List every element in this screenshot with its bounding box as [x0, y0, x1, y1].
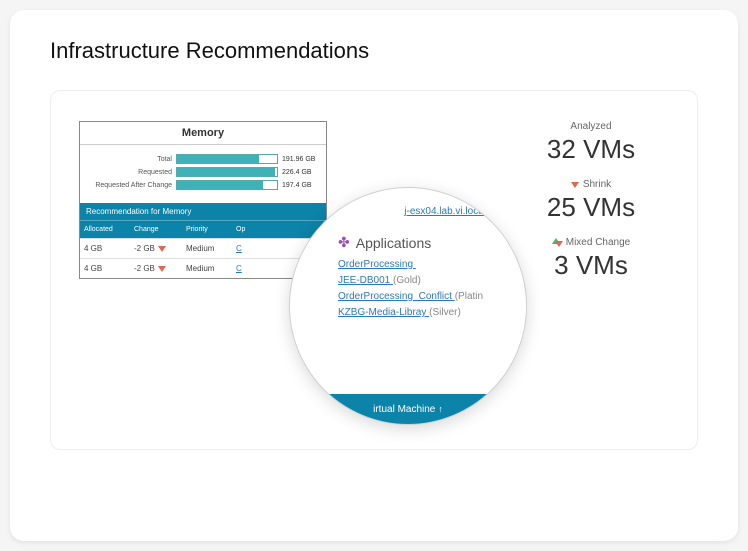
col-priority[interactable]: Priority [182, 224, 232, 235]
bar-label: Requested After Change [86, 182, 176, 189]
app-name: JEE-DB001 [338, 275, 390, 286]
app-tier: (Gold) [393, 275, 421, 286]
bar-track [176, 180, 278, 190]
applications-title: Applications [356, 235, 432, 251]
change-value: -2 GB [134, 264, 155, 273]
bar-fill [177, 155, 259, 163]
cell-priority: Medium [182, 259, 232, 278]
cell-change: -2 GB [130, 259, 182, 278]
memory-bars: Total 191.96 GB Requested 226.4 GB Reque… [80, 145, 326, 203]
table-row[interactable]: 4 GB -2 GB Medium C [80, 258, 326, 278]
app-name: OrderProcessing [338, 259, 413, 270]
shrink-icon [571, 182, 579, 188]
stat-label: Analyzed [521, 121, 661, 132]
table-band: Recommendation for Memory [80, 203, 326, 220]
stat-label-text: Shrink [583, 179, 611, 190]
col-change[interactable]: Change [130, 224, 182, 235]
applications-header: ✤ Applications [338, 234, 492, 251]
page-title: Infrastructure Recommendations [50, 38, 698, 64]
shrink-icon [158, 266, 166, 272]
app-link[interactable]: JEE-DB001 (Gold) [338, 275, 492, 286]
app-name: OrderProcessing_Conflict [338, 291, 452, 302]
stat-analyzed: Analyzed 32 VMs [521, 121, 661, 165]
stat-shrink: Shrink 25 VMs [521, 179, 661, 223]
bar-fill [177, 168, 275, 176]
stats-panel: Analyzed 32 VMs Shrink 25 VMs Mixed Chan… [521, 121, 661, 295]
bar-value: 226.4 GB [278, 169, 320, 176]
app-tier: (Platin [455, 291, 483, 302]
cell-change: -2 GB [130, 239, 182, 258]
footer-text: irtual Machine [373, 404, 435, 415]
bar-row: Requested After Change 197.4 GB [86, 180, 320, 190]
cell-priority: Medium [182, 239, 232, 258]
bar-value: 191.96 GB [278, 156, 320, 163]
applications-icon: ✤ [338, 234, 350, 251]
col-op[interactable]: Op [232, 224, 326, 235]
stat-label: Shrink [521, 179, 661, 190]
stat-label: Mixed Change [521, 237, 661, 248]
memory-panel: Memory Total 191.96 GB Requested 226.4 G… [79, 121, 327, 279]
stat-value: 25 VMs [521, 192, 661, 223]
magnifier-overlay: j-esx04.lab.vi.local ✤ Applications Orde… [289, 187, 527, 425]
bar-track [176, 167, 278, 177]
app-name: KZBG-Media-Libray [338, 307, 426, 318]
col-allocated[interactable]: Allocated [80, 224, 130, 235]
bar-row: Total 191.96 GB [86, 154, 320, 164]
app-tier: (Silver) [429, 307, 461, 318]
change-value: -2 GB [134, 244, 155, 253]
bar-fill [177, 181, 263, 189]
bar-label: Total [86, 156, 176, 163]
magnifier-footer-band[interactable]: irtual Machine ↑ [290, 394, 526, 424]
memory-title: Memory [80, 122, 326, 145]
stat-value: 32 VMs [521, 134, 661, 165]
table-header-row: Allocated Change Priority Op [80, 220, 326, 238]
card: Infrastructure Recommendations Memory To… [10, 10, 738, 541]
bar-track [176, 154, 278, 164]
app-link[interactable]: KZBG-Media-Libray (Silver) [338, 307, 492, 318]
bar-row: Requested 226.4 GB [86, 167, 320, 177]
app-link[interactable]: OrderProcessing [338, 259, 492, 270]
stat-mixed: Mixed Change 3 VMs [521, 237, 661, 281]
shrink-icon [158, 246, 166, 252]
bar-value: 197.4 GB [278, 182, 320, 189]
stat-value: 3 VMs [521, 250, 661, 281]
app-link[interactable]: OrderProcessing_Conflict (Platin [338, 291, 492, 302]
table-row[interactable]: 4 GB -2 GB Medium C [80, 238, 326, 258]
bar-label: Requested [86, 169, 176, 176]
mixed-icon [552, 238, 562, 248]
cell-allocated: 4 GB [80, 239, 130, 258]
sort-arrow-icon: ↑ [438, 404, 443, 414]
shrink-icon [555, 241, 563, 247]
screenshot-frame: Memory Total 191.96 GB Requested 226.4 G… [50, 90, 698, 450]
stat-label-text: Mixed Change [566, 237, 630, 248]
cell-allocated: 4 GB [80, 259, 130, 278]
esx-host-link[interactable]: j-esx04.lab.vi.local [404, 206, 486, 217]
